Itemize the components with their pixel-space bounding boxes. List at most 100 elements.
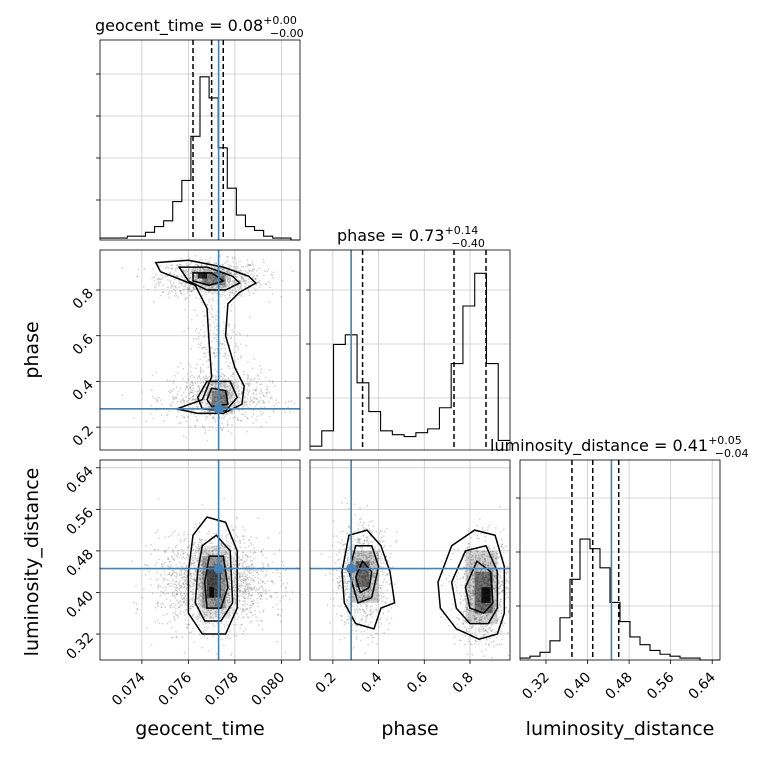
sample-point bbox=[357, 528, 360, 530]
sample-point bbox=[254, 388, 257, 391]
sample-point bbox=[478, 537, 480, 540]
sample-point bbox=[152, 417, 155, 420]
sample-point bbox=[207, 282, 210, 284]
sample-point bbox=[383, 632, 386, 634]
sample-point bbox=[178, 282, 181, 285]
sample-point bbox=[196, 418, 199, 421]
sample-point bbox=[189, 573, 192, 575]
sample-point bbox=[168, 571, 171, 574]
sample-point bbox=[199, 344, 202, 347]
sample-point bbox=[193, 413, 196, 416]
sample-point bbox=[212, 402, 215, 405]
sample-point bbox=[179, 606, 182, 608]
sample-point bbox=[234, 402, 236, 405]
sample-point bbox=[199, 280, 202, 282]
sample-point bbox=[157, 601, 159, 604]
sample-point bbox=[206, 377, 209, 380]
sample-point bbox=[201, 582, 203, 585]
sample-point bbox=[282, 582, 285, 585]
sample-point bbox=[233, 589, 236, 592]
sample-point bbox=[229, 290, 232, 293]
sample-point bbox=[274, 591, 276, 594]
sample-point bbox=[191, 381, 193, 383]
sample-point bbox=[236, 276, 238, 278]
sample-point bbox=[196, 314, 198, 317]
sample-point bbox=[260, 570, 263, 572]
sample-point bbox=[278, 532, 281, 534]
sample-point bbox=[257, 400, 259, 403]
sample-point bbox=[284, 594, 287, 597]
sample-point bbox=[204, 564, 207, 567]
sample-point bbox=[212, 417, 215, 420]
sample-point bbox=[196, 543, 199, 545]
sample-point bbox=[253, 396, 255, 399]
sample-point bbox=[339, 542, 342, 544]
sample-point bbox=[175, 544, 178, 547]
sample-point bbox=[264, 270, 266, 272]
sample-point bbox=[348, 549, 351, 551]
sample-point bbox=[228, 323, 230, 326]
sample-point bbox=[210, 279, 213, 282]
sample-point bbox=[166, 414, 168, 417]
sample-point bbox=[167, 582, 170, 585]
sample-point bbox=[168, 566, 170, 568]
sample-point bbox=[230, 654, 233, 656]
sample-point bbox=[382, 581, 385, 583]
sample-point bbox=[179, 387, 182, 390]
sample-point bbox=[201, 563, 204, 565]
sample-point bbox=[205, 269, 208, 272]
sample-point bbox=[177, 606, 180, 609]
sample-point bbox=[206, 264, 208, 267]
sample-point bbox=[211, 426, 214, 429]
sample-point bbox=[191, 603, 194, 606]
sample-point bbox=[230, 271, 233, 274]
sample-point bbox=[185, 588, 188, 590]
sample-point bbox=[203, 315, 206, 317]
sample-point bbox=[348, 600, 350, 603]
sample-point bbox=[214, 271, 217, 274]
sample-point bbox=[347, 526, 350, 528]
sample-point bbox=[200, 543, 203, 545]
sample-point bbox=[192, 562, 195, 565]
sample-point bbox=[280, 585, 283, 588]
sample-point bbox=[185, 270, 187, 273]
sample-point bbox=[196, 615, 199, 618]
sample-point bbox=[164, 606, 167, 609]
sample-point bbox=[266, 388, 268, 391]
sample-point bbox=[246, 390, 249, 393]
sample-point bbox=[347, 622, 350, 624]
sample-point bbox=[184, 585, 186, 588]
sample-point bbox=[200, 604, 203, 607]
sample-point bbox=[209, 274, 212, 276]
sample-point bbox=[219, 352, 222, 355]
sample-point bbox=[244, 265, 247, 268]
sample-point bbox=[203, 279, 206, 282]
sample-point bbox=[158, 278, 161, 281]
sample-point bbox=[216, 395, 219, 398]
sample-point bbox=[192, 573, 195, 575]
sample-point bbox=[171, 592, 174, 594]
sample-point bbox=[229, 389, 231, 392]
sample-point bbox=[174, 285, 177, 288]
sample-point bbox=[251, 415, 253, 418]
sample-point bbox=[210, 278, 213, 280]
sample-point bbox=[289, 598, 291, 601]
sample-point bbox=[229, 537, 232, 540]
sample-point bbox=[198, 374, 201, 377]
sample-point bbox=[243, 560, 246, 563]
sample-point bbox=[241, 281, 244, 283]
sample-point bbox=[191, 290, 193, 293]
sample-point bbox=[346, 575, 349, 578]
sample-point bbox=[256, 281, 259, 284]
sample-point bbox=[203, 268, 206, 271]
sample-point bbox=[211, 384, 214, 387]
sample-point bbox=[172, 578, 175, 581]
sample-point bbox=[353, 531, 356, 533]
sample-point bbox=[262, 589, 265, 592]
sample-point bbox=[371, 531, 373, 534]
sample-point bbox=[221, 582, 224, 584]
sample-point bbox=[241, 633, 244, 635]
sample-point bbox=[240, 278, 243, 281]
sample-point bbox=[247, 383, 249, 385]
sample-point bbox=[180, 257, 183, 260]
